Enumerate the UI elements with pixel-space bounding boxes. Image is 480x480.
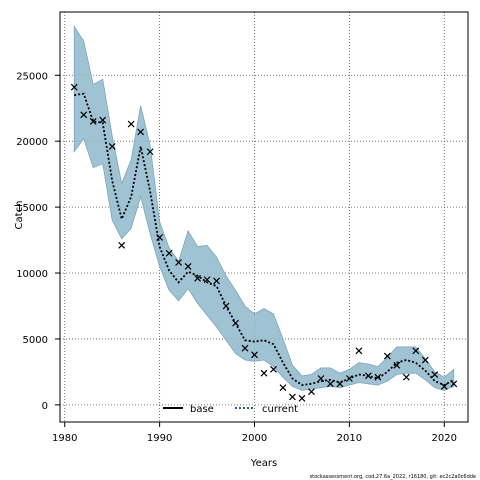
plot-frame xyxy=(59,11,469,423)
footnote: stockassessment.org, cod.27.6a_2022, r16… xyxy=(310,474,476,480)
observed-point xyxy=(317,375,325,382)
observed-point xyxy=(156,234,164,241)
legend-current-label: current xyxy=(262,404,298,415)
observed-point xyxy=(222,302,230,310)
observed-point xyxy=(99,116,107,124)
observed-point xyxy=(431,371,439,378)
x-tick-label: 2000 xyxy=(242,433,267,444)
observed-point xyxy=(127,120,135,128)
observed-point xyxy=(146,148,154,156)
x-tick-label: 2020 xyxy=(432,433,457,444)
observed-point xyxy=(289,393,296,401)
observed-point xyxy=(118,241,126,249)
y-tick-label: 15000 xyxy=(16,203,48,214)
y-tick-label: 10000 xyxy=(16,269,48,280)
y-axis-title: Catch xyxy=(14,201,25,230)
observed-point xyxy=(279,384,287,392)
observed-point xyxy=(80,111,88,119)
observed-point xyxy=(89,117,97,125)
x-tick-label: 2010 xyxy=(337,433,362,444)
observed-point xyxy=(184,263,192,270)
observed-point xyxy=(412,347,420,355)
observed-point xyxy=(308,388,315,396)
observed-point xyxy=(232,319,239,327)
y-tick-label: 0 xyxy=(42,401,48,412)
legend-base-label: base xyxy=(190,404,214,415)
ci-band-area xyxy=(73,25,455,391)
y-tick-label: 25000 xyxy=(16,71,48,82)
x-tick-label: 1980 xyxy=(52,433,77,444)
series-line-current xyxy=(74,92,455,387)
confidence-band xyxy=(73,25,455,391)
observed-point xyxy=(137,128,145,136)
observed-point xyxy=(270,365,277,373)
observed-point xyxy=(383,352,391,360)
observed-point xyxy=(374,373,382,381)
observed-point xyxy=(298,394,306,402)
observed-point xyxy=(241,344,249,352)
x-axis-title: Years xyxy=(250,458,277,469)
observed-point xyxy=(260,369,268,377)
observed-point xyxy=(450,380,458,388)
series-lines xyxy=(74,92,455,387)
observed-point xyxy=(70,83,78,91)
observed-point xyxy=(251,351,258,359)
observed-point xyxy=(213,277,220,285)
observed-point xyxy=(440,382,448,390)
observed-point xyxy=(108,143,116,150)
y-axis-ticks: 0 5000 10000 15000 20000 25000 xyxy=(16,71,60,412)
observed-point xyxy=(175,259,183,266)
observed-point xyxy=(364,372,372,380)
x-axis-ticks: 1980 1990 2000 2010 2020 xyxy=(52,422,457,444)
observed-point xyxy=(203,276,211,284)
observed-point xyxy=(326,380,334,388)
observed-point xyxy=(194,274,202,282)
observed-point xyxy=(402,373,410,381)
x-tick-label: 1990 xyxy=(147,433,172,444)
observed-point xyxy=(421,356,429,364)
observed-point xyxy=(165,249,173,257)
observed-point xyxy=(345,375,353,382)
legend: base current xyxy=(163,404,298,415)
observed-points xyxy=(70,83,458,402)
observed-point xyxy=(393,361,401,369)
observed-point xyxy=(336,380,344,388)
y-tick-label: 20000 xyxy=(16,137,48,148)
y-tick-label: 5000 xyxy=(23,335,48,346)
observed-point xyxy=(355,347,363,355)
